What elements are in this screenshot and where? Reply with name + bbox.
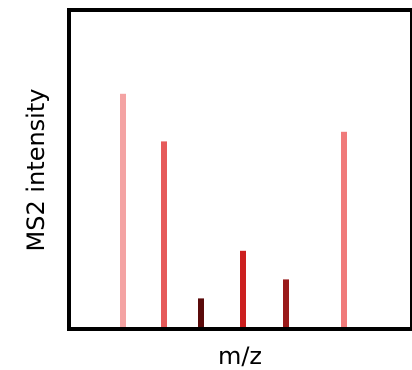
plot-area-frame — [67, 8, 412, 331]
spectrum-bar — [341, 131, 347, 327]
spectrum-bar — [161, 141, 167, 327]
spectrum-bar — [240, 250, 246, 327]
x-axis-label: m/z — [218, 342, 262, 370]
spectrum-bars — [120, 93, 347, 327]
spectrum-bar — [198, 298, 204, 327]
y-axis-label: MS2 intensity — [22, 89, 50, 252]
spectrum-bar — [120, 93, 126, 327]
spectrum-bar — [283, 279, 289, 327]
